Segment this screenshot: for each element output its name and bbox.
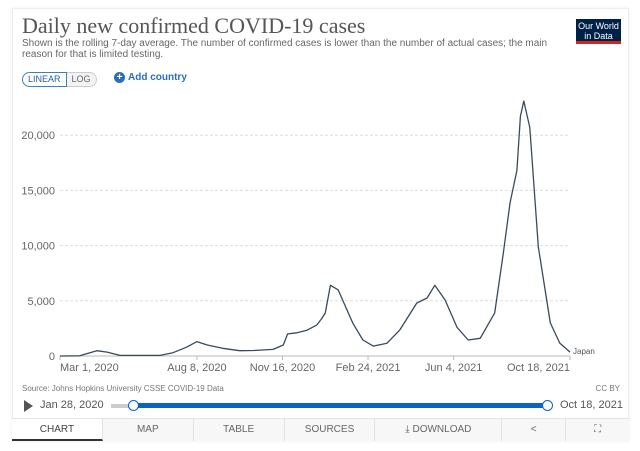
y-tick-label: 10,000 — [21, 241, 55, 253]
y-tick-label: 5,000 — [27, 296, 55, 308]
tab-chart[interactable]: CHART — [12, 419, 103, 441]
y-tick-label: 0 — [49, 351, 55, 363]
play-icon[interactable] — [24, 400, 33, 412]
add-country-label: Add country — [128, 72, 187, 83]
download-label: DOWNLOAD — [412, 424, 472, 435]
chart-subtitle: Shown is the rolling 7-day average. The … — [22, 38, 548, 60]
series-line-japan — [59, 100, 571, 357]
x-tick-label: Jun 4, 2021 — [425, 362, 483, 374]
linear-button[interactable]: LINEAR — [22, 72, 67, 87]
x-tick-label: Mar 1, 2020 — [60, 362, 119, 374]
license[interactable]: CC BY — [595, 384, 620, 393]
y-tick-label: 20,000 — [21, 130, 55, 142]
tab-bar: CHART MAP TABLE SOURCES ⤓ DOWNLOAD < ⛶ — [12, 418, 629, 441]
timeline-start-handle[interactable] — [128, 400, 139, 411]
x-tick-label: Feb 24, 2021 — [336, 362, 401, 374]
tab-table[interactable]: TABLE — [194, 419, 285, 441]
add-country-button[interactable]: + Add country — [114, 72, 187, 83]
timeline-end-date: Oct 18, 2021 — [560, 399, 623, 411]
fullscreen-button[interactable]: ⛶ — [566, 419, 629, 441]
x-tick-label: Aug 8, 2020 — [167, 362, 226, 374]
scale-toggle: LINEAR LOG — [22, 72, 97, 87]
share-icon: < — [530, 424, 537, 435]
series-label: Japan — [573, 347, 595, 356]
timeline-end-handle[interactable] — [542, 400, 553, 411]
y-tick-label: 15,000 — [21, 185, 55, 197]
source-note[interactable]: Source: Johns Hopkins University CSSE CO… — [22, 384, 224, 393]
x-tick-label: Oct 18, 2021 — [507, 362, 570, 374]
download-icon: ⤓ — [405, 424, 413, 435]
chart-title: Daily new confirmed COVID-19 cases — [22, 13, 366, 38]
share-button[interactable]: < — [502, 419, 567, 441]
tab-download[interactable]: ⤓ DOWNLOAD — [375, 419, 503, 441]
owid-logo[interactable]: Our World in Data — [576, 19, 621, 44]
tab-sources[interactable]: SOURCES — [285, 419, 376, 441]
tab-map[interactable]: MAP — [103, 419, 194, 441]
timeline-start-date: Jan 28, 2020 — [40, 399, 104, 411]
timeline-range — [134, 403, 548, 408]
fullscreen-icon: ⛶ — [594, 424, 602, 435]
log-button[interactable]: LOG — [66, 72, 97, 87]
plus-icon: + — [114, 72, 125, 83]
x-tick-label: Nov 16, 2020 — [250, 362, 315, 374]
